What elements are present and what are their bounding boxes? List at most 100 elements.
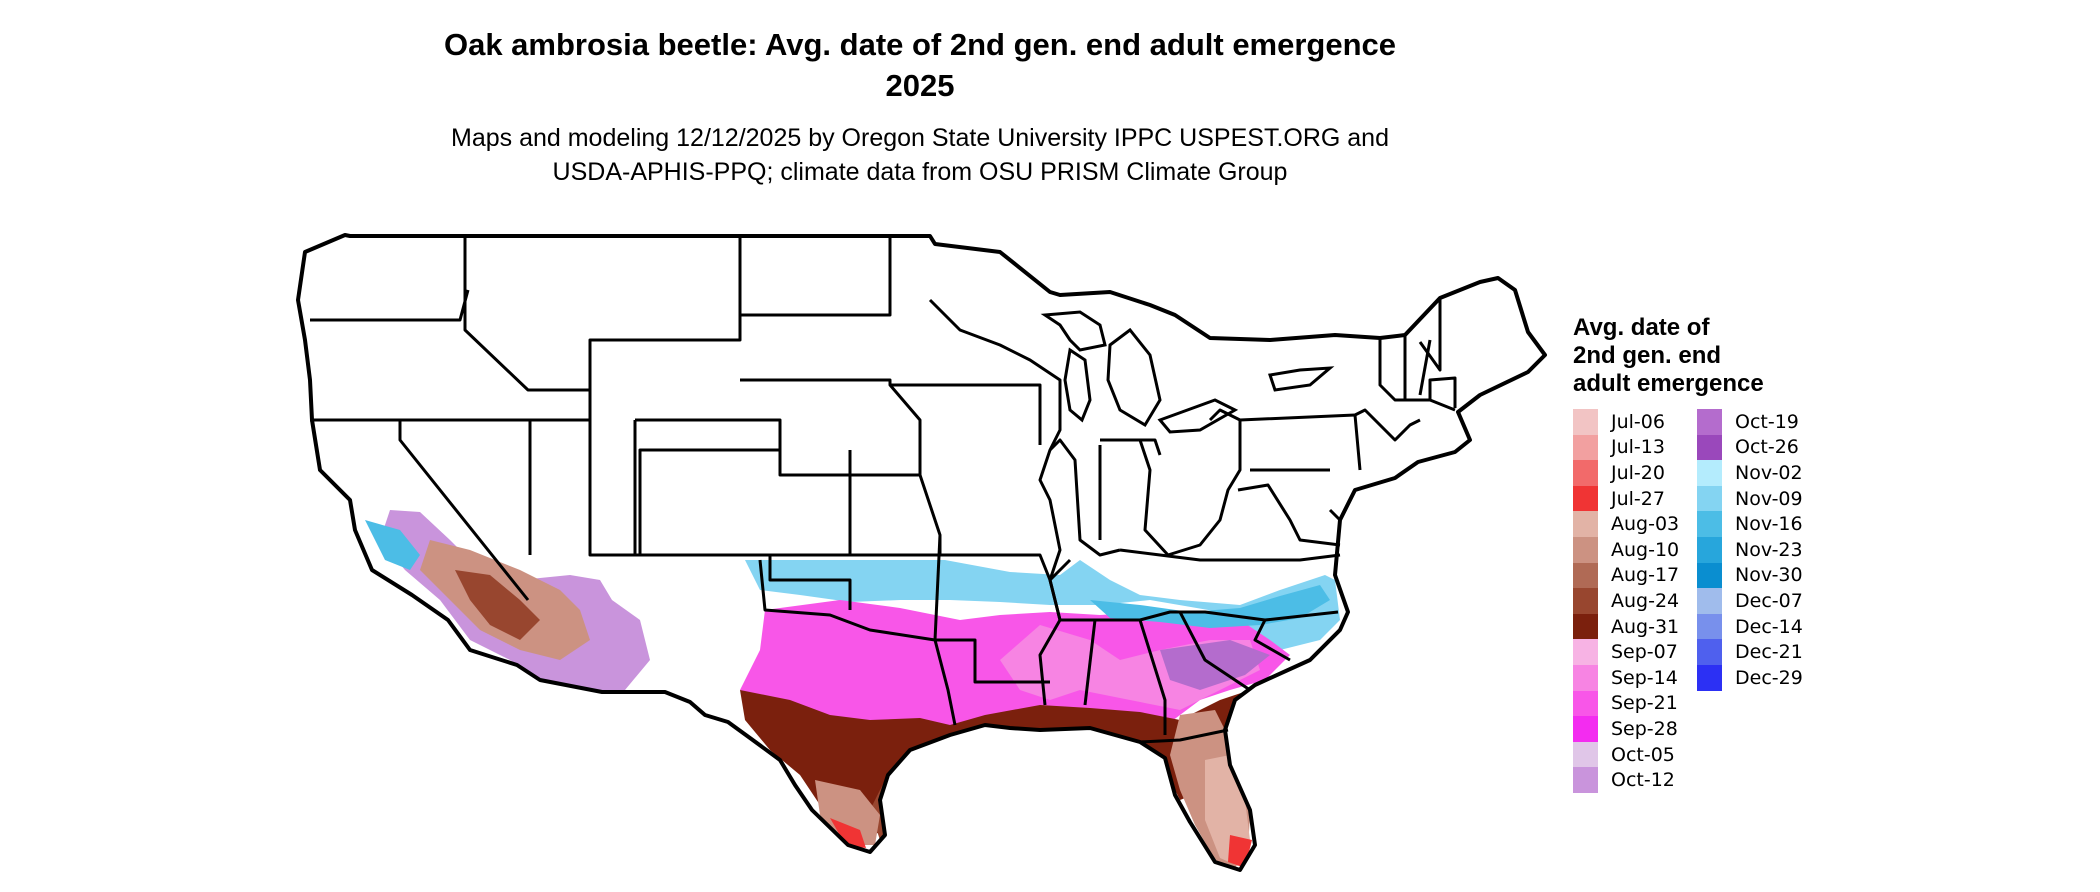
legend-item: Aug-10: [1573, 536, 1680, 563]
legend-item: Dec-29: [1697, 664, 1803, 691]
legend-swatch: [1573, 588, 1598, 614]
legend-swatch: [1573, 562, 1598, 589]
legend-swatch: [1573, 613, 1598, 640]
legend-title-line3: adult emergence: [1573, 370, 1764, 397]
legend-item: Oct-05: [1573, 741, 1679, 768]
map-subtitle: Maps and modeling 12/12/2025 by Oregon S…: [0, 121, 1840, 189]
legend-item: Aug-24: [1573, 588, 1679, 614]
legend-label: Oct-05: [1611, 743, 1675, 766]
legend-swatch: [1573, 409, 1598, 435]
us-map: [296, 233, 1547, 872]
legend-item: Sep-07: [1573, 639, 1679, 665]
legend-item: Dec-21: [1697, 639, 1803, 665]
legend-item: Oct-12: [1573, 767, 1679, 793]
legend-label: Oct-19: [1735, 410, 1799, 433]
legend-swatch: [1697, 511, 1722, 537]
legend-label: Jul-06: [1611, 410, 1665, 433]
raster-zone-aug-24-az: [455, 570, 540, 640]
great-lakes: [1040, 310, 1335, 434]
legend-label: Jul-27: [1611, 487, 1665, 510]
map-title: Oak ambrosia beetle: Avg. date of 2nd ge…: [0, 24, 1840, 106]
legend-label: Sep-28: [1611, 717, 1678, 740]
legend-swatch: [1573, 639, 1598, 665]
legend-item: Jul-20: [1573, 460, 1679, 486]
legend-swatch: [1573, 664, 1598, 691]
legend-label: Sep-07: [1611, 641, 1678, 664]
legend-swatch: [1697, 613, 1722, 640]
raster-zone-jul-27-tx: [830, 818, 866, 848]
raster-zone-jul-27-fl: [1228, 835, 1252, 868]
legend-swatch: [1697, 664, 1722, 691]
legend-column-1: Jul-06 Jul-13 Jul-20 Jul-27 Aug-03 Aug-1…: [1573, 409, 1679, 793]
legend-label: Dec-07: [1735, 589, 1803, 612]
legend-item: Aug-17: [1573, 562, 1680, 589]
legend-label: Oct-12: [1611, 769, 1675, 792]
legend-label: Aug-03: [1611, 513, 1680, 536]
legend-item: Jul-13: [1573, 434, 1679, 461]
legend-swatch: [1573, 716, 1598, 742]
legend-title: Avg. date of 2nd gen. end adult emergenc…: [1573, 314, 1764, 398]
legend-swatch: [1697, 536, 1722, 563]
legend-label: Aug-17: [1611, 564, 1680, 587]
legend-swatch: [1573, 741, 1598, 768]
legend-label: Oct-26: [1735, 436, 1799, 459]
legend-label: Nov-02: [1735, 461, 1803, 484]
legend-swatch: [1697, 485, 1722, 512]
legend-label: Nov-23: [1735, 538, 1803, 561]
map-title-line1: Oak ambrosia beetle: Avg. date of 2nd ge…: [443, 27, 1397, 62]
legend-swatch: [1573, 767, 1598, 793]
legend-item: Oct-19: [1697, 409, 1803, 435]
legend-item: Sep-28: [1573, 716, 1679, 742]
legend-label: Nov-16: [1735, 513, 1803, 536]
legend-label: Dec-14: [1735, 615, 1803, 638]
legend-swatch: [1697, 562, 1722, 589]
legend-label: Dec-29: [1735, 666, 1803, 689]
legend-swatch: [1573, 485, 1598, 512]
legend-item: Nov-23: [1697, 536, 1803, 563]
legend-swatch: [1697, 460, 1722, 486]
legend-item: Oct-26: [1697, 434, 1803, 461]
legend-item: Aug-31: [1573, 613, 1680, 640]
emergence-raster: [365, 510, 1340, 868]
legend-item: Nov-02: [1697, 460, 1803, 486]
legend-item: Nov-09: [1697, 485, 1803, 512]
legend-item: Jul-06: [1573, 409, 1679, 435]
legend-label: Aug-24: [1611, 589, 1680, 612]
legend-item: Dec-07: [1697, 588, 1803, 614]
legend-swatch: [1573, 434, 1598, 461]
legend-item: Aug-03: [1573, 511, 1679, 537]
legend-label: Aug-31: [1611, 615, 1680, 638]
legend-label: Nov-30: [1735, 564, 1803, 587]
legend-item: Dec-14: [1697, 613, 1803, 640]
us-outline: [296, 233, 1547, 872]
legend-label: Aug-10: [1611, 538, 1680, 561]
legend-title-line2: 2nd gen. end: [1573, 342, 1722, 369]
legend-item: Sep-14: [1573, 664, 1679, 691]
legend-label: Dec-21: [1735, 641, 1803, 664]
legend-label: Jul-20: [1611, 461, 1665, 484]
raster-zone-aug-10-tx: [815, 780, 880, 845]
legend-column-2: Oct-19 Oct-26 Nov-02 Nov-09 Nov-16 Nov-2…: [1697, 409, 1803, 691]
map-subtitle-line1: Maps and modeling 12/12/2025 by Oregon S…: [451, 124, 1389, 152]
legend-item: Nov-30: [1697, 562, 1803, 589]
legend-label: Jul-13: [1611, 436, 1665, 459]
state-boundaries: [310, 236, 1457, 744]
legend-swatch: [1697, 409, 1722, 435]
legend-swatch: [1573, 690, 1598, 717]
legend-item: Sep-21: [1573, 690, 1679, 717]
legend-title-line1: Avg. date of: [1573, 314, 1710, 341]
legend-item: Jul-27: [1573, 485, 1679, 512]
legend-label: Sep-21: [1611, 692, 1678, 715]
raster-zone-nov-16-ca: [365, 520, 420, 570]
raster-zone-nov-09: [745, 560, 1340, 650]
map-subtitle-line2: USDA-APHIS-PPQ; climate data from OSU PR…: [552, 158, 1288, 186]
legend-swatch: [1573, 536, 1598, 563]
legend-swatch: [1697, 434, 1722, 461]
map-title-line2: 2025: [885, 68, 955, 103]
legend-label: Nov-09: [1735, 487, 1803, 510]
legend-swatch: [1697, 588, 1722, 614]
legend-swatch: [1573, 511, 1598, 537]
legend-item: Nov-16: [1697, 511, 1803, 537]
legend-swatch: [1697, 639, 1722, 665]
legend-swatch: [1573, 460, 1598, 486]
